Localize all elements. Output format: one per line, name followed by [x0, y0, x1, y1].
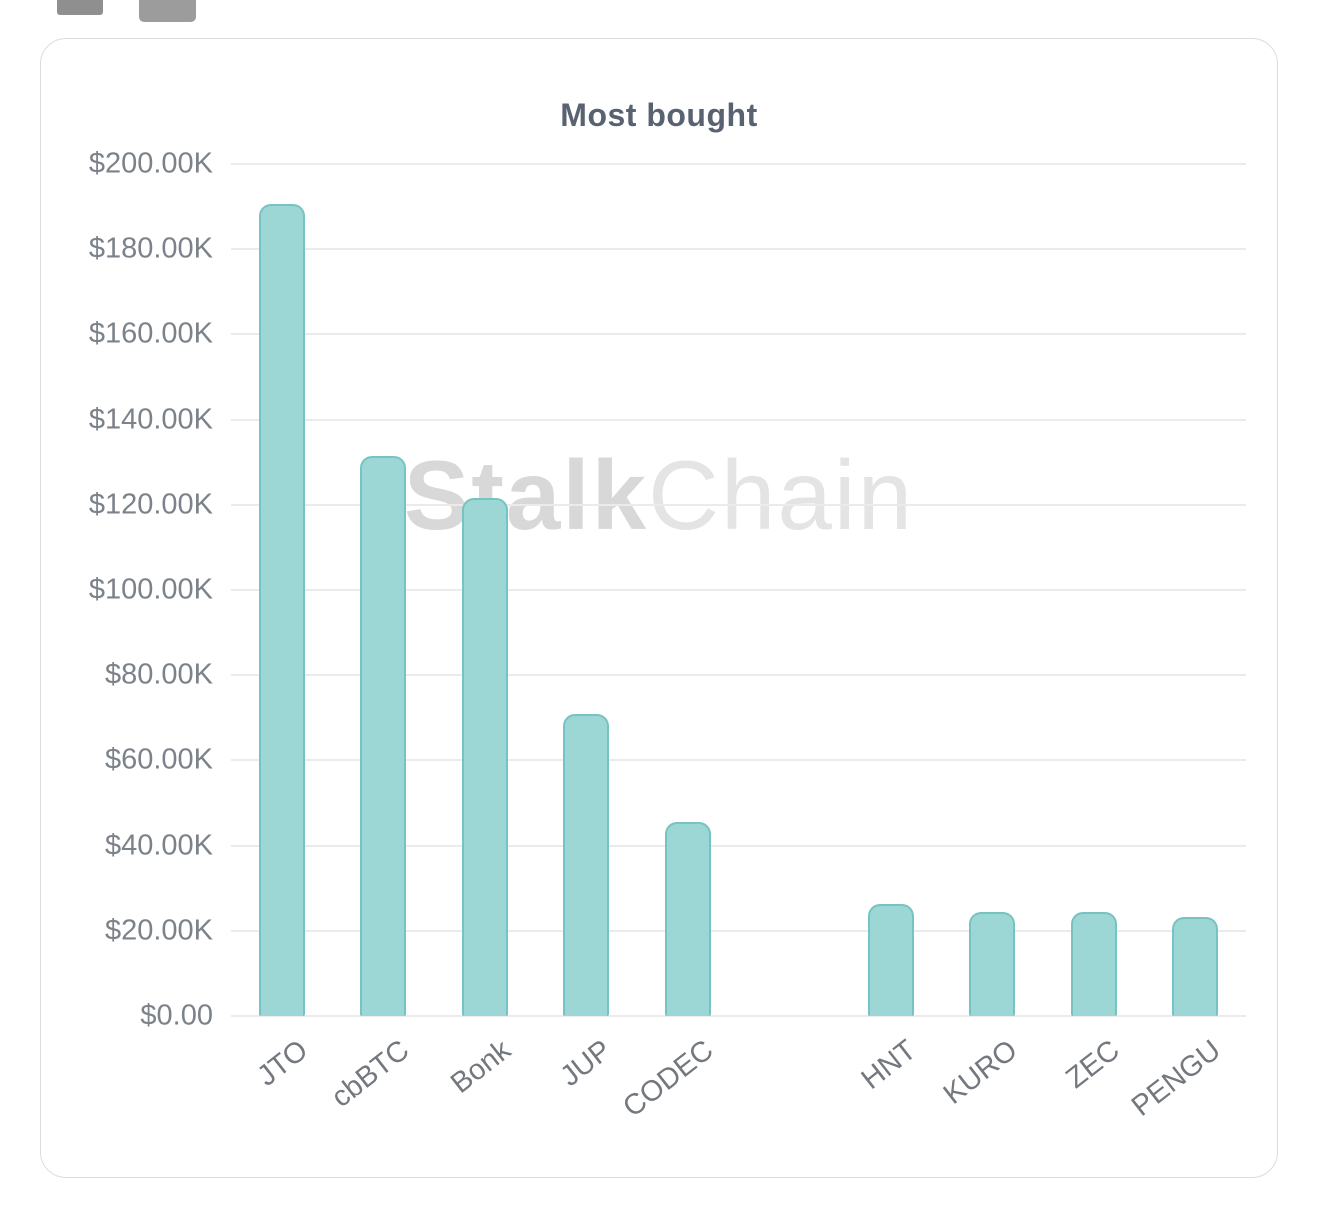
y-tick-label: $160.00K [88, 317, 213, 350]
gridline [231, 163, 1246, 165]
clipped-ui-artifact [139, 0, 196, 22]
gridline [231, 503, 1246, 506]
y-tick-label: $80.00K [104, 658, 213, 691]
gridline [231, 418, 1246, 421]
y-tick-label: $100.00K [88, 573, 213, 606]
bar-JUP[interactable] [563, 713, 610, 1016]
plot-area [231, 163, 1246, 1017]
gridline [231, 589, 1246, 591]
clipped-ui-artifact [57, 0, 103, 15]
y-axis: $0.00 $20.00K $40.00K $60.00K $80.00K $100.00… [41, 148, 213, 1032]
x-tick-label: Bonk [444, 1034, 517, 1100]
bar-ZEC[interactable] [1070, 911, 1117, 1016]
gridline [231, 333, 1246, 336]
bar-cbBTC[interactable] [360, 455, 407, 1016]
y-tick-label: $180.00K [88, 232, 213, 265]
x-tick-label: JTO [251, 1034, 314, 1093]
x-tick-label: PENGU [1125, 1034, 1227, 1123]
y-tick-label: $20.00K [104, 914, 213, 947]
y-tick-label: $200.00K [88, 147, 213, 180]
gridline [231, 1015, 1246, 1017]
y-tick-label: $0.00 [140, 999, 213, 1032]
y-tick-label: $40.00K [104, 829, 213, 862]
y-tick-label: $60.00K [104, 743, 213, 776]
x-tick-label: cbBTC [325, 1034, 415, 1114]
bar-JTO[interactable] [258, 204, 305, 1016]
gridline [231, 929, 1246, 932]
bar-Bonk[interactable] [461, 498, 508, 1016]
y-tick-label: $140.00K [88, 403, 213, 436]
gridline [231, 844, 1246, 847]
gridline [231, 674, 1246, 677]
x-tick-label: CODEC [617, 1034, 720, 1124]
gridline [231, 248, 1246, 251]
x-tick-label: ZEC [1060, 1034, 1126, 1095]
y-tick-label: $120.00K [88, 488, 213, 521]
x-axis: JTO cbBTC Bonk JUP CODEC HNT KURO ZEC PENGU [231, 1016, 1246, 1176]
chart-title: Most bought [560, 97, 758, 133]
bar-CODEC[interactable] [664, 822, 711, 1016]
bar-KURO[interactable] [969, 911, 1016, 1016]
gridline [231, 759, 1246, 762]
x-tick-label: JUP [555, 1034, 618, 1093]
bar-HNT[interactable] [867, 903, 914, 1016]
bar-PENGU[interactable] [1172, 917, 1219, 1016]
x-tick-label: HNT [855, 1034, 923, 1096]
x-tick-label: KURO [938, 1034, 1024, 1111]
chart-card: Most bought StalkChain $0.00 $20.00K $40.0… [40, 38, 1278, 1178]
